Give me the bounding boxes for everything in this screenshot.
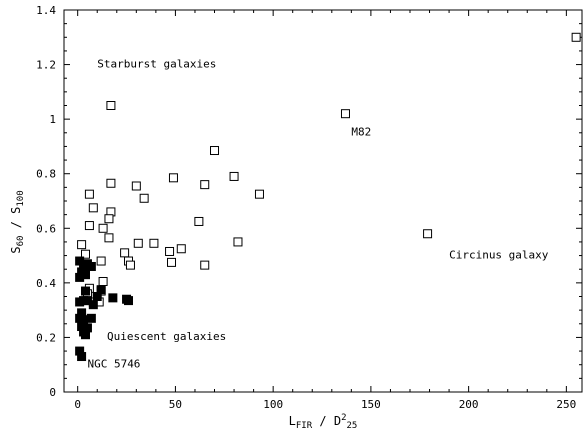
quiescent-point xyxy=(88,300,98,310)
starburst-point xyxy=(125,260,135,270)
starburst-point xyxy=(84,221,94,231)
y-tick-label: 1.2 xyxy=(36,59,56,72)
starburst-point xyxy=(139,193,149,203)
y-tick-label: 0.8 xyxy=(36,168,56,181)
starburst-point xyxy=(81,249,91,259)
starburst-point xyxy=(233,237,243,247)
starburst-point xyxy=(106,101,116,110)
quiescent-point xyxy=(108,293,118,303)
starburst-point xyxy=(168,173,178,183)
starburst-point xyxy=(194,216,204,226)
quiescent-point xyxy=(75,272,85,282)
annotation-label: NGC 5746 xyxy=(87,357,140,370)
starburst-point xyxy=(77,240,87,250)
x-tick-label: 200 xyxy=(459,398,479,411)
starburst-point xyxy=(88,203,98,213)
starburst-point xyxy=(98,223,108,233)
starburst-point xyxy=(167,257,177,267)
y-tick-label: 0.6 xyxy=(36,222,56,235)
starburst-point xyxy=(84,189,94,199)
starburst-point xyxy=(149,238,159,248)
starburst-point xyxy=(120,248,130,258)
starburst-point xyxy=(165,246,175,256)
data-points xyxy=(75,32,581,362)
x-tick-label: 50 xyxy=(169,398,182,411)
y-tick-label: 0.2 xyxy=(36,331,56,344)
quiescent-point xyxy=(124,296,134,306)
starburst-point xyxy=(210,146,220,156)
starburst-point xyxy=(104,214,114,224)
starburst-point xyxy=(200,180,210,190)
axis-ticks xyxy=(64,9,582,393)
starburst-point xyxy=(98,276,108,286)
annotations: Starburst galaxies Quiescent galaxies M82 C… xyxy=(87,57,548,370)
starburst-point xyxy=(340,109,350,119)
axis-tick-labels: 0 50 100 150 200 250 0 0.2 0.4 0.6 0.8 1 1.2 1.4 xyxy=(36,4,576,411)
starburst-point xyxy=(254,189,264,199)
annotation-label: Quiescent galaxies xyxy=(107,330,226,343)
quiescent-point xyxy=(77,352,87,362)
y-tick-label: 1 xyxy=(49,113,56,126)
x-tick-label: 150 xyxy=(361,398,381,411)
annotation-label: Starburst galaxies xyxy=(97,57,216,70)
starburst-point xyxy=(133,238,143,248)
starburst-point xyxy=(571,32,581,42)
quiescent-point xyxy=(86,261,96,271)
starburst-point xyxy=(96,256,106,266)
starburst-point xyxy=(229,171,239,181)
annotation-label: Circinus galaxy xyxy=(449,248,549,261)
quiescent-point xyxy=(86,313,96,323)
annotation-label: M82 xyxy=(351,126,371,139)
starburst-point xyxy=(176,244,186,254)
starburst-point xyxy=(131,181,141,191)
x-tick-label: 250 xyxy=(556,398,576,411)
x-tick-label: 0 xyxy=(74,398,81,411)
y-tick-label: 0 xyxy=(49,386,56,399)
quiescent-point xyxy=(81,286,91,296)
y-tick-label: 0.4 xyxy=(36,277,56,290)
x-axis-title: LFIR / D225 xyxy=(289,413,358,431)
y-axis-title: S60 / S100 xyxy=(9,190,26,253)
starburst-point xyxy=(104,233,114,243)
quiescent-point xyxy=(79,327,89,337)
starburst-point xyxy=(200,260,210,270)
x-tick-label: 100 xyxy=(263,398,283,411)
y-tick-label: 1.4 xyxy=(36,4,56,17)
starburst-point xyxy=(423,229,433,239)
quiescent-point xyxy=(92,292,102,301)
starburst-point xyxy=(106,178,116,188)
